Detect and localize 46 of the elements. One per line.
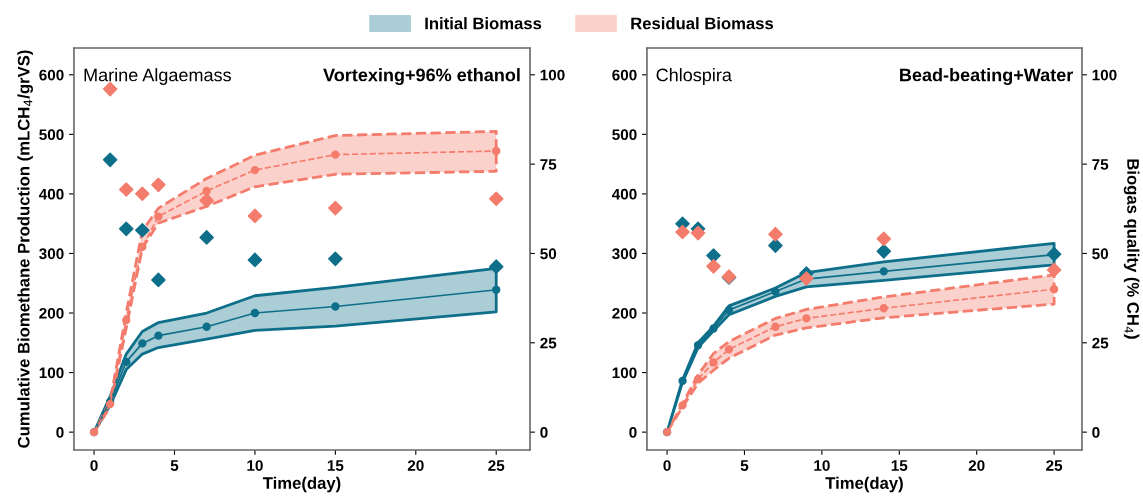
annotation: Bead-beating+Water bbox=[900, 68, 1073, 86]
y-tick-label: 100 bbox=[39, 367, 64, 379]
x-tick-label: 15 bbox=[891, 460, 908, 471]
y2-tick-label: 50 bbox=[1092, 248, 1109, 260]
y2-tick-label: 0 bbox=[540, 427, 548, 438]
x-tick-label: 20 bbox=[968, 460, 985, 471]
y-tick-label: 0 bbox=[56, 427, 64, 438]
y2-tick-label: 75 bbox=[1092, 159, 1109, 170]
y-tick-label: 600 bbox=[612, 69, 637, 81]
x-tick-label: 25 bbox=[488, 460, 505, 471]
x-tick-label: 5 bbox=[740, 460, 749, 471]
y-tick-label: 200 bbox=[39, 307, 64, 319]
y2-tick-label: 100 bbox=[540, 69, 565, 81]
y-tick-label: 500 bbox=[39, 129, 64, 141]
x-tick-label: 10 bbox=[814, 460, 830, 471]
y2-tick-label: 75 bbox=[540, 159, 557, 170]
x-tick-label: 25 bbox=[1046, 460, 1063, 471]
y-tick-label: 300 bbox=[612, 248, 637, 260]
y-tick-label: 300 bbox=[39, 248, 64, 260]
y-tick-label: 400 bbox=[38, 188, 64, 200]
x-tick-label: 0 bbox=[90, 460, 98, 471]
y2-tick-label: 0 bbox=[1092, 427, 1100, 438]
y-tick-label: 100 bbox=[612, 367, 637, 379]
y-tick-label: 200 bbox=[612, 307, 637, 319]
y-axis-title: Cumulative Biomethane Production (mLCH$_{4}$/grVS) bbox=[17, 50, 33, 448]
annotation: Marine Algaemass bbox=[84, 68, 231, 85]
x-tick-label: 15 bbox=[327, 460, 344, 471]
y-tick-label: 600 bbox=[39, 69, 64, 81]
y2-tick-label: 25 bbox=[540, 337, 557, 349]
legend-label: Residual Biomass bbox=[631, 17, 774, 30]
x-tick-label: 5 bbox=[170, 460, 179, 471]
y-tick-label: 0 bbox=[629, 427, 637, 438]
annotation: Vortexing+96% ethanol bbox=[323, 68, 520, 86]
x-tick-label: 20 bbox=[407, 460, 424, 471]
y2-tick-label: 100 bbox=[1092, 69, 1117, 81]
y2-tick-label: 50 bbox=[540, 248, 557, 260]
x-tick-label: 0 bbox=[663, 460, 671, 471]
legend-label: Initial Biomass bbox=[425, 17, 542, 30]
x-tick-label: 10 bbox=[247, 460, 263, 471]
y-tick-label: 500 bbox=[612, 129, 637, 141]
annotation: Chlospira bbox=[656, 68, 732, 85]
y-tick-label: 400 bbox=[611, 188, 637, 200]
x-axis-title: Time(day) bbox=[825, 476, 903, 493]
x-axis-title: Time(day) bbox=[262, 476, 341, 493]
y2-tick-label: 25 bbox=[1092, 337, 1109, 349]
y2-axis-title: Biogas quality (% CH$_{4}$) bbox=[1123, 159, 1140, 339]
